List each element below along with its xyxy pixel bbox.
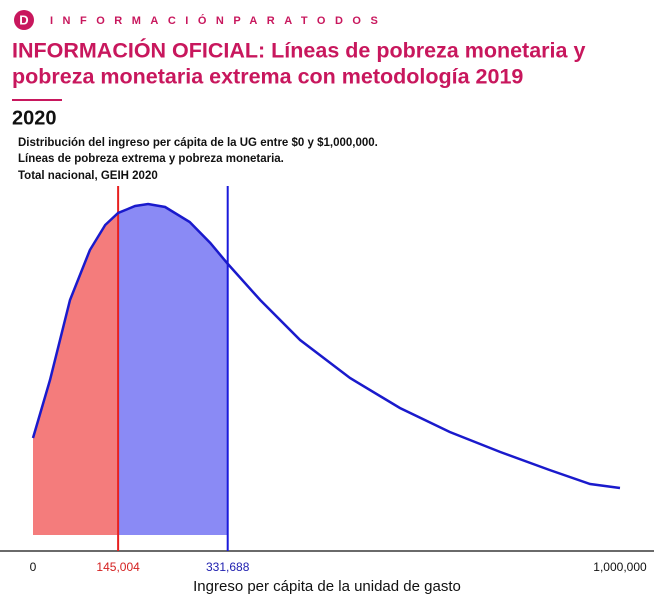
x-tick-label: 331,688 bbox=[206, 560, 250, 574]
divider bbox=[12, 99, 62, 101]
brand: INFORMACIÓNPARATODOS bbox=[50, 14, 387, 27]
subtitle-line: Total nacional, GEIH 2020 bbox=[18, 170, 158, 182]
logo-letter: D bbox=[19, 12, 28, 27]
density-curve bbox=[31, 202, 621, 490]
subtitle: Distribución del ingreso per cápita de l… bbox=[18, 137, 378, 182]
x-tick-label: 1,000,000 bbox=[593, 560, 647, 574]
area-fill bbox=[33, 212, 119, 535]
title: pobreza monetaria extrema con metodologí… bbox=[12, 65, 523, 89]
x-tick-label: 145,004 bbox=[96, 560, 140, 574]
x-axis-label: Ingreso per cápita de la unidad de gasto bbox=[193, 578, 461, 595]
year: 2020 bbox=[12, 107, 57, 129]
subtitle-line: Líneas de pobreza extrema y pobreza mone… bbox=[18, 153, 284, 165]
logo bbox=[14, 10, 34, 30]
x-tick-label: 0 bbox=[30, 560, 37, 574]
area-fill bbox=[118, 204, 228, 535]
subtitle-line: Distribución del ingreso per cápita de l… bbox=[18, 137, 378, 149]
title: INFORMACIÓN OFICIAL: Líneas de pobreza m… bbox=[12, 38, 585, 63]
